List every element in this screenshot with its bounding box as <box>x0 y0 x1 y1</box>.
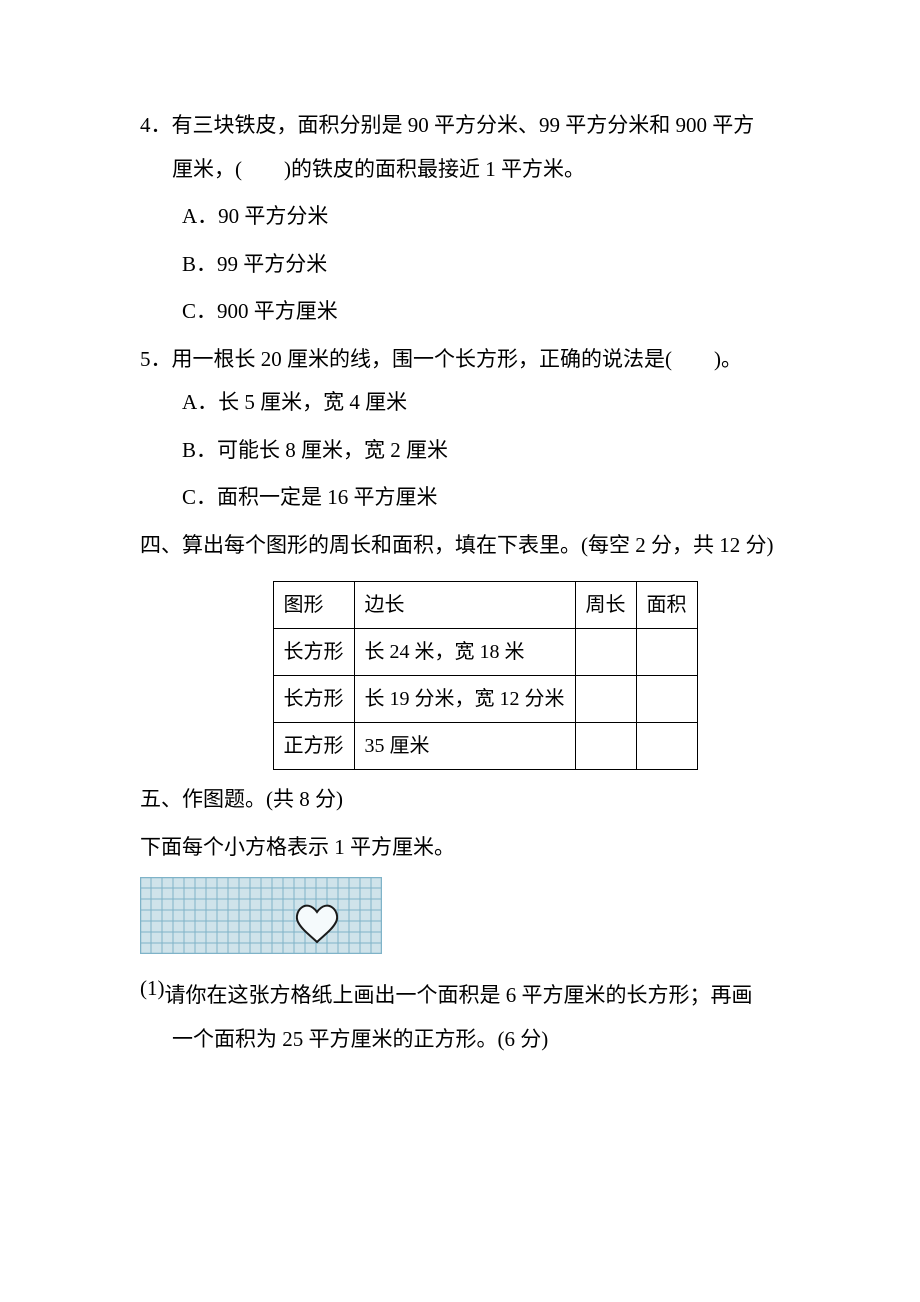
q5-text: 用一根长 20 厘米的线，围一个长方形，正确的说法是( )。 <box>172 344 791 376</box>
q4-choice-a: A．90 平方分米 <box>140 201 790 233</box>
section-4-title: 四、算出每个图形的周长和面积，填在下表里。(每空 2 分，共 12 分) <box>140 530 790 562</box>
th-shape: 图形 <box>273 582 354 629</box>
cell-perimeter <box>575 676 636 723</box>
cell-area <box>636 676 697 723</box>
cell-dim: 长 24 米，宽 18 米 <box>354 629 575 676</box>
cell-area <box>636 629 697 676</box>
q5-choice-c: C．面积一定是 16 平方厘米 <box>140 482 790 514</box>
q4-choice-b: B．99 平方分米 <box>140 249 790 281</box>
q4-text-line1: 有三块铁皮，面积分别是 90 平方分米、99 平方分米和 900 平方 <box>172 110 791 142</box>
table-row: 长方形 长 24 米，宽 18 米 <box>273 629 697 676</box>
table-row: 长方形 长 19 分米，宽 12 分米 <box>273 676 697 723</box>
cell-dim: 长 19 分米，宽 12 分米 <box>354 676 575 723</box>
section-5-sub-1: (1) 请你在这张方格纸上画出一个面积是 6 平方厘米的长方形；再画 <box>140 973 790 1017</box>
q5-stem: 5． 用一根长 20 厘米的线，围一个长方形，正确的说法是( )。 <box>140 344 790 376</box>
q4-text-line2: 厘米，( )的铁皮的面积最接近 1 平方米。 <box>140 154 790 186</box>
cell-shape: 长方形 <box>273 629 354 676</box>
table-row: 正方形 35 厘米 <box>273 723 697 770</box>
q4-stem: 4． 有三块铁皮，面积分别是 90 平方分米、99 平方分米和 900 平方 <box>140 110 790 142</box>
grid-figure <box>140 877 382 957</box>
q4-number: 4． <box>140 110 172 142</box>
sub1-number: (1) <box>140 973 165 1017</box>
shapes-table: 图形 边长 周长 面积 长方形 长 24 米，宽 18 米 长方形 长 19 分… <box>273 581 698 770</box>
section-5-title: 五、作图题。(共 8 分) <box>140 784 790 816</box>
cell-perimeter <box>575 723 636 770</box>
cell-area <box>636 723 697 770</box>
cell-perimeter <box>575 629 636 676</box>
q4-choice-c: C．900 平方厘米 <box>140 296 790 328</box>
sub1-line1: 请你在这张方格纸上画出一个面积是 6 平方厘米的长方形；再画 <box>165 973 791 1017</box>
th-dim: 边长 <box>354 582 575 629</box>
sub1-line2: 一个面积为 25 平方厘米的正方形。(6 分) <box>140 1017 790 1061</box>
question-4: 4． 有三块铁皮，面积分别是 90 平方分米、99 平方分米和 900 平方 厘… <box>140 110 790 328</box>
q5-choice-b: B．可能长 8 厘米，宽 2 厘米 <box>140 435 790 467</box>
cell-shape: 长方形 <box>273 676 354 723</box>
cell-shape: 正方形 <box>273 723 354 770</box>
table-header-row: 图形 边长 周长 面积 <box>273 582 697 629</box>
q5-choice-a: A．长 5 厘米，宽 4 厘米 <box>140 387 790 419</box>
grid-svg <box>140 877 382 954</box>
section-5-subtitle: 下面每个小方格表示 1 平方厘米。 <box>140 832 790 864</box>
th-area: 面积 <box>636 582 697 629</box>
shapes-table-wrap: 图形 边长 周长 面积 长方形 长 24 米，宽 18 米 长方形 长 19 分… <box>140 581 790 770</box>
cell-dim: 35 厘米 <box>354 723 575 770</box>
th-perimeter: 周长 <box>575 582 636 629</box>
q5-number: 5． <box>140 344 172 376</box>
question-5: 5． 用一根长 20 厘米的线，围一个长方形，正确的说法是( )。 A．长 5 … <box>140 344 790 514</box>
